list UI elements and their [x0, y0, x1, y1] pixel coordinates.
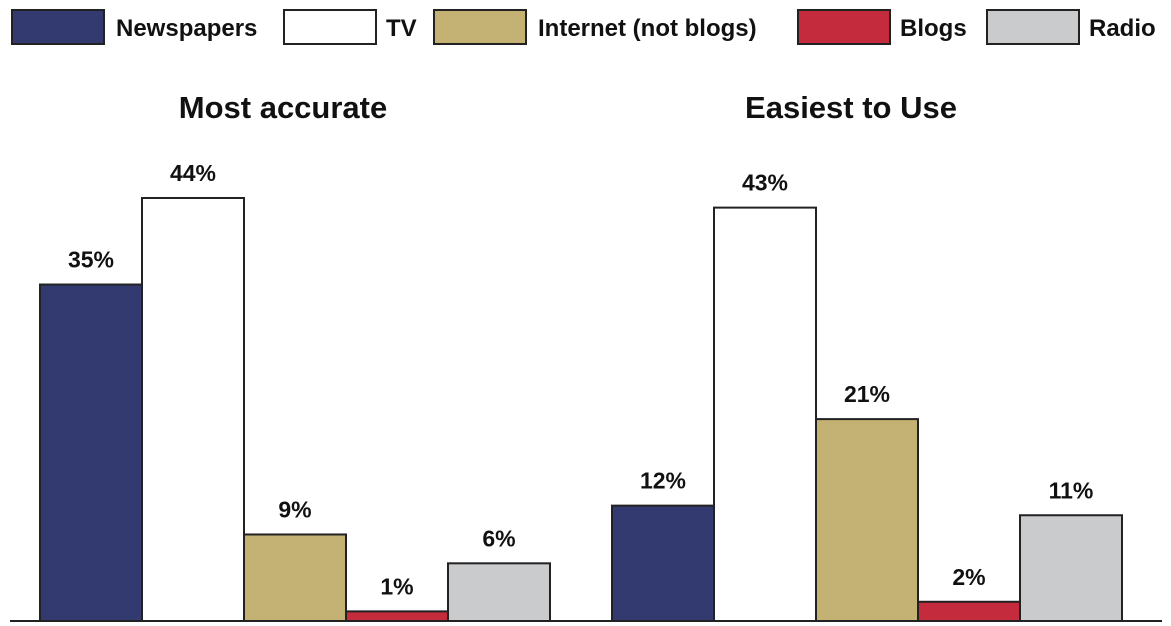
bar-1-0 — [611, 504, 715, 622]
bar-0-2 — [243, 533, 347, 623]
legend-label-2: Internet (not blogs) — [538, 15, 757, 42]
bar-0-4 — [447, 562, 551, 622]
value-label-0-2: 9% — [278, 496, 311, 522]
panel-title-1: Easiest to Use — [745, 90, 957, 125]
legend-swatch-4 — [986, 9, 1080, 45]
value-label-0-4: 6% — [482, 525, 515, 551]
bar-0-0 — [39, 283, 143, 622]
bar-1-1 — [713, 206, 817, 622]
value-label-1-3: 2% — [952, 564, 985, 590]
value-label-0-3: 1% — [380, 573, 413, 599]
bar-1-2 — [815, 418, 919, 623]
bar-1-4 — [1019, 514, 1123, 622]
value-label-1-4: 11% — [1049, 477, 1094, 503]
value-label-1-1: 43% — [742, 170, 788, 196]
value-label-0-1: 44% — [170, 160, 216, 186]
legend-label-1: TV — [386, 15, 417, 42]
value-label-0-0: 35% — [68, 247, 114, 273]
value-label-1-2: 21% — [844, 381, 890, 407]
value-label-1-0: 12% — [640, 468, 686, 494]
chart-panel-0: Most accurate 35% 44% 9% 1% 6% — [39, 90, 551, 623]
bar-1-3 — [917, 600, 1021, 622]
panel-title-0: Most accurate — [179, 90, 387, 125]
legend-label-0: Newspapers — [116, 15, 257, 42]
legend-swatch-1 — [283, 9, 377, 45]
legend-swatch-3 — [797, 9, 891, 45]
legend-swatch-2 — [433, 9, 527, 45]
legend-label-3: Blogs — [900, 15, 967, 42]
chart-legend: Newspapers TV Internet (not blogs) Blogs Rad… — [11, 9, 1156, 45]
legend-label-4: Radio — [1089, 15, 1156, 42]
bar-0-3 — [345, 610, 449, 622]
chart-panels: Most accurate 35% 44% 9% 1% 6% Easiest to Use 1… — [39, 90, 1123, 623]
legend-swatch-0 — [11, 9, 105, 45]
chart-panel-1: Easiest to Use 12% 43% 21% 2% 11% — [611, 90, 1123, 623]
bar-0-1 — [141, 197, 245, 622]
